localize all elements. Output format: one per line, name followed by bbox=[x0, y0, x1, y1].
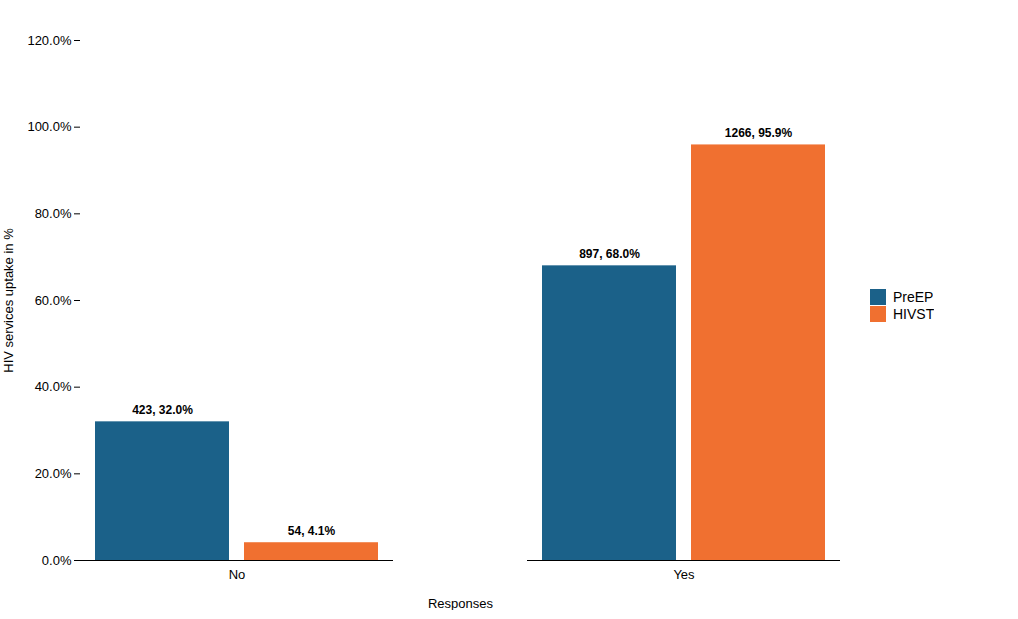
svg-text:20.0%: 20.0% bbox=[35, 465, 72, 480]
svg-text:60.0%: 60.0% bbox=[35, 292, 72, 307]
html-text:HIVST: HIVST bbox=[893, 306, 935, 322]
svg-text:897, 68.0%: 897, 68.0% bbox=[579, 246, 640, 260]
svg-text:120.0%: 120.0% bbox=[27, 32, 72, 47]
svg-text:0.0%: 0.0% bbox=[42, 552, 72, 567]
html-text:PreEP: PreEP bbox=[893, 289, 934, 305]
svg-text:54, 4.1%: 54, 4.1% bbox=[288, 523, 336, 537]
svg-text:1266, 95.9%: 1266, 95.9% bbox=[725, 125, 793, 139]
svg-text:Yes: Yes bbox=[673, 566, 695, 581]
svg-text:40.0%: 40.0% bbox=[35, 379, 72, 394]
svg-text:80.0%: 80.0% bbox=[35, 205, 72, 220]
svg-text:100.0%: 100.0% bbox=[27, 119, 72, 134]
svg-text:HIV services uptake in %: HIV services uptake in % bbox=[1, 227, 16, 372]
svg-text:No: No bbox=[229, 566, 246, 581]
svg-text:Responses: Responses bbox=[428, 595, 494, 610]
svg-text:423, 32.0%: 423, 32.0% bbox=[132, 402, 193, 416]
